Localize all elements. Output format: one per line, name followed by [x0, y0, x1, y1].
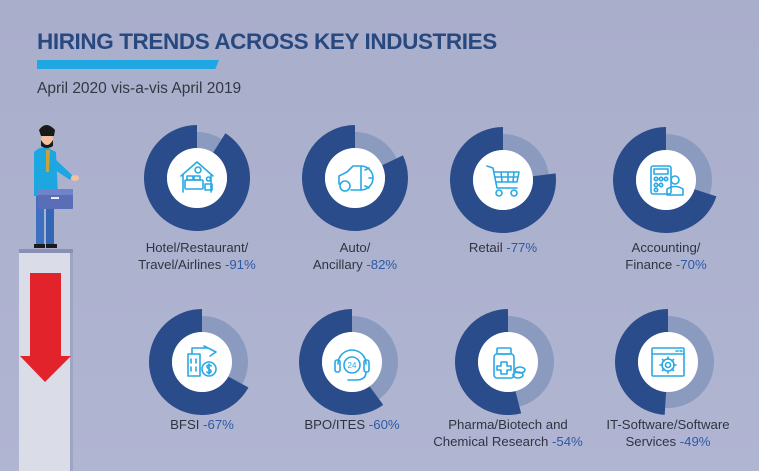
category-name: BPO/ITES — [304, 417, 369, 432]
donut-2 — [302, 125, 408, 232]
donut-8 — [614, 309, 714, 415]
remaining-arc — [508, 316, 555, 407]
donut-label: Auto/Ancillary -82% — [270, 239, 440, 273]
businessman-icon — [34, 125, 79, 248]
decline-arc — [613, 127, 717, 233]
percent-change: -70% — [675, 257, 707, 272]
shopping-cart-icon — [486, 165, 520, 197]
decline-arc — [144, 125, 250, 232]
page-title: HIRING TRENDS ACROSS KEY INDUSTRIES — [37, 29, 497, 54]
medicine-bottle-icon — [493, 347, 526, 379]
hotel-bed-icon — [180, 161, 214, 193]
category-name: Chemical Research — [433, 434, 552, 449]
category-name: Travel/Airlines — [138, 257, 225, 272]
percent-change: -91% — [224, 257, 256, 272]
icon-background — [325, 148, 385, 208]
category-name-line2: BPO/ITES -60% — [267, 416, 437, 433]
icon-background — [322, 332, 382, 392]
remaining-arc — [665, 316, 714, 408]
category-name-line1: Auto/ — [339, 240, 371, 255]
remaining-arc — [197, 132, 222, 153]
bank-money-icon — [187, 345, 217, 377]
donut-label: Accounting/Finance -70% — [581, 239, 751, 273]
percent-change: -54% — [551, 434, 583, 449]
remaining-arc — [202, 316, 249, 385]
decline-arc — [455, 309, 522, 416]
remaining-arc — [503, 134, 549, 177]
car-gear-icon — [338, 165, 374, 192]
decline-arc — [299, 309, 384, 415]
category-name-line2: Travel/Airlines -91% — [112, 256, 282, 273]
decline-arc — [149, 309, 249, 415]
icon-background — [172, 332, 232, 392]
headset-24-icon: 24 — [334, 349, 370, 381]
donut-5 — [149, 309, 249, 415]
donut-label: Hotel/Restaurant/Travel/Airlines -91% — [112, 239, 282, 273]
donut-label: IT-Software/Software Services -49% — [583, 416, 753, 450]
category-name-line1: Pharma/Biotech and — [448, 417, 568, 432]
category-name-line1: IT-Software/Software — [606, 417, 730, 432]
icon-background — [473, 150, 533, 210]
remaining-arc — [352, 316, 398, 400]
percent-change: -67% — [203, 417, 234, 432]
donut-4 — [613, 127, 717, 233]
page-subtitle: April 2020 vis-a-vis April 2019 — [37, 80, 242, 97]
category-name-line2: Finance -70% — [581, 256, 751, 273]
percent-change: -60% — [368, 417, 400, 432]
category-name-line2: Retail -77% — [418, 239, 588, 256]
category-name-line1: Hotel/Restaurant/ — [145, 240, 249, 255]
category-name: Retail — [468, 240, 507, 255]
category-name-line2: Chemical Research -54% — [423, 433, 593, 450]
donut-1 — [144, 125, 250, 232]
remaining-arc — [355, 132, 397, 166]
percent-change: -77% — [506, 240, 538, 255]
icon-background — [478, 332, 538, 392]
donut-7 — [455, 309, 555, 416]
category-name-line1: Accounting/ — [631, 240, 701, 255]
category-name-line2: Ancillary -82% — [270, 256, 440, 273]
donut-6: 24 — [299, 309, 398, 415]
percent-change: -49% — [679, 434, 711, 449]
donut-label: Pharma/Biotech and Chemical Research -54% — [423, 416, 593, 450]
down-arrow-icon — [20, 273, 71, 382]
donut-label: BFSI -67% — [117, 416, 287, 433]
donut-label: BPO/ITES -60% — [267, 416, 437, 433]
decline-arc — [614, 309, 668, 415]
calculator-accountant-icon — [650, 165, 684, 196]
title-underline — [37, 60, 219, 69]
category-name: Finance — [625, 257, 676, 272]
remaining-arc — [666, 134, 712, 195]
decline-arc — [450, 127, 557, 233]
category-name: Ancillary — [312, 257, 367, 272]
category-name-line2: BFSI -67% — [117, 416, 287, 433]
svg-text:24: 24 — [348, 361, 357, 370]
donut-3 — [450, 127, 557, 233]
category-name-line2: Services -49% — [583, 433, 753, 450]
category-name: BFSI — [170, 417, 204, 432]
illustration — [19, 125, 79, 471]
category-name: Services — [625, 434, 680, 449]
percent-change: -82% — [366, 257, 398, 272]
decline-arc — [302, 125, 408, 232]
donut-label: Retail -77% — [418, 239, 588, 256]
software-window-gear-icon — [651, 347, 685, 377]
icon-background — [167, 148, 227, 208]
